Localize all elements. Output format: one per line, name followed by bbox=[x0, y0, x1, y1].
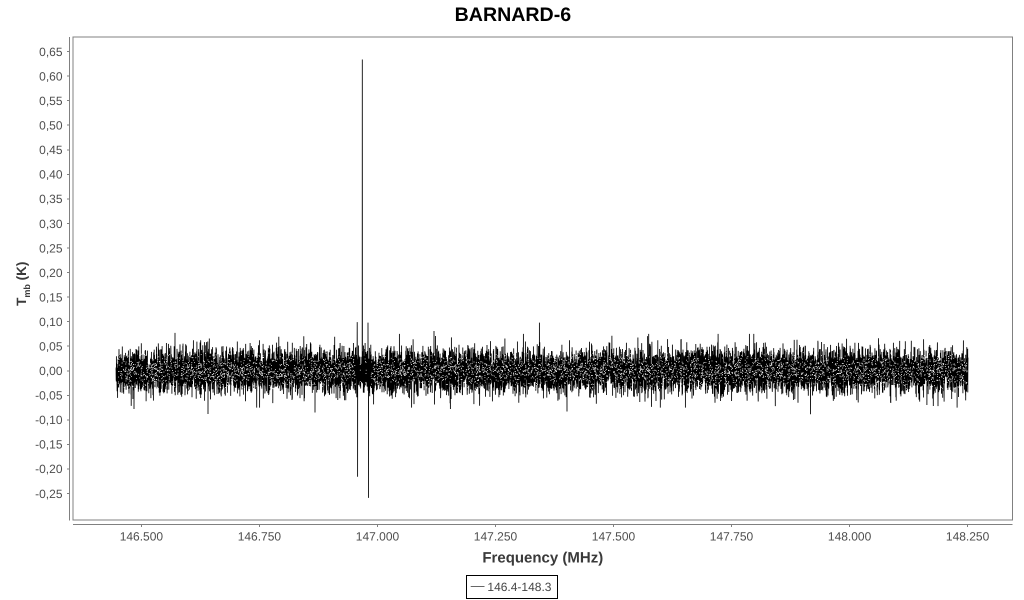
svg-text:-0,25: -0,25 bbox=[35, 487, 63, 501]
svg-text:0,25: 0,25 bbox=[39, 241, 63, 255]
svg-text:0,05: 0,05 bbox=[39, 340, 63, 354]
svg-text:0,65: 0,65 bbox=[39, 45, 63, 59]
svg-text:148.250: 148.250 bbox=[946, 529, 990, 543]
svg-text:-0,15: -0,15 bbox=[35, 438, 63, 452]
svg-text:147.000: 147.000 bbox=[356, 529, 400, 543]
svg-text:0,45: 0,45 bbox=[39, 143, 63, 157]
svg-text:Frequency (MHz): Frequency (MHz) bbox=[482, 549, 603, 566]
svg-text:0,55: 0,55 bbox=[39, 94, 63, 108]
svg-text:147.750: 147.750 bbox=[710, 529, 754, 543]
svg-text:0,35: 0,35 bbox=[39, 192, 63, 206]
svg-text:0,30: 0,30 bbox=[39, 217, 63, 231]
svg-text:0,20: 0,20 bbox=[39, 266, 63, 280]
svg-text:0,00: 0,00 bbox=[39, 364, 63, 378]
svg-text:-0,05: -0,05 bbox=[35, 389, 63, 403]
svg-text:-0,20: -0,20 bbox=[35, 462, 63, 476]
svg-text:147.500: 147.500 bbox=[592, 529, 636, 543]
svg-text:0,50: 0,50 bbox=[39, 119, 63, 133]
svg-text:0,40: 0,40 bbox=[39, 168, 63, 182]
svg-text:BARNARD-6: BARNARD-6 bbox=[455, 4, 572, 26]
svg-text:146.500: 146.500 bbox=[120, 529, 164, 543]
svg-text:147.250: 147.250 bbox=[474, 529, 518, 543]
svg-text:-0,10: -0,10 bbox=[35, 413, 63, 427]
svg-text:146.750: 146.750 bbox=[238, 529, 282, 543]
svg-text:0,10: 0,10 bbox=[39, 315, 63, 329]
svg-text:148.000: 148.000 bbox=[828, 529, 872, 543]
svg-text:0,15: 0,15 bbox=[39, 290, 63, 304]
svg-text:146.4-148.3: 146.4-148.3 bbox=[487, 580, 551, 594]
svg-text:0,60: 0,60 bbox=[39, 70, 63, 84]
